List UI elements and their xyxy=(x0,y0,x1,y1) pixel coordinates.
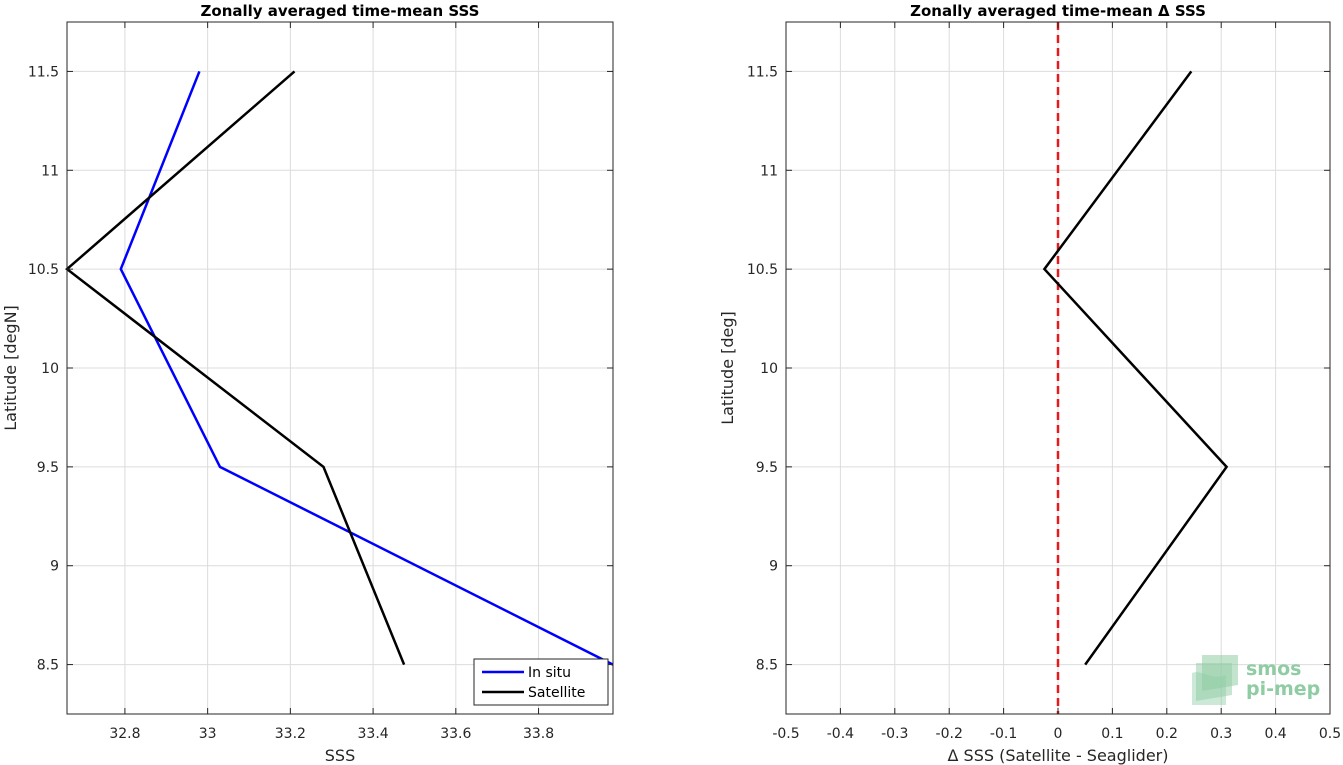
chart-0-legend-label-0: In situ xyxy=(528,665,571,681)
chart-0-series-line-0 xyxy=(119,70,614,666)
chart-0-x-tick-label-2: 33.2 xyxy=(275,726,306,742)
chart-1-x-tick-label-10: 0.5 xyxy=(1319,726,1341,742)
chart-1-x-axis-label: Δ SSS (Satellite - Seaglider) xyxy=(948,746,1169,765)
chart-1-y-tick-label-6: 11.5 xyxy=(747,64,778,80)
chart-1-x-tick-label-8: 0.3 xyxy=(1210,726,1232,742)
chart-1-y-tick-label-3: 10 xyxy=(760,361,778,377)
smos-pi-mep-logo: smos pi-mep xyxy=(1192,655,1320,705)
logo-line2: pi-mep xyxy=(1246,678,1320,700)
chart-0-series-line-1 xyxy=(65,70,406,666)
chart-0-x-tick-label-1: 33 xyxy=(199,726,217,742)
chart-1-title: Zonally averaged time-mean Δ SSS xyxy=(910,2,1206,20)
chart-0-x-tick-label-5: 33.8 xyxy=(523,726,554,742)
chart-1-y-tick-label-2: 9.5 xyxy=(756,460,778,476)
chart-0-y-tick-label-6: 11.5 xyxy=(28,64,59,80)
logo-line1: smos xyxy=(1246,658,1301,680)
chart-1-x-tick-label-6: 0.1 xyxy=(1101,726,1123,742)
chart-0-y-tick-label-1: 9 xyxy=(50,559,59,575)
chart-1-x-tick-label-1: -0.4 xyxy=(827,726,854,742)
chart-0-x-tick-label-3: 33.4 xyxy=(358,726,389,742)
right-chart-panel: -0.5 -0.4 -0.3 -0.2 -0.1 0 0.1 0.2 0.3 0.4 0.5 8.5 9… xyxy=(718,2,1341,765)
chart-0-legend: In situ Satellite xyxy=(473,658,609,706)
chart-0-y-axis-label: Latitude [degN] xyxy=(1,305,20,431)
chart-1-x-tick-label-7: 0.2 xyxy=(1156,726,1178,742)
chart-1-y-tick-label-0: 8.5 xyxy=(756,658,778,674)
chart-0-legend-label-1: Satellite xyxy=(528,685,585,701)
chart-0-y-tick-label-2: 9.5 xyxy=(37,460,59,476)
chart-1-y-tick-label-1: 9 xyxy=(769,559,778,575)
chart-0-legend-box xyxy=(473,658,609,706)
chart-0-x-axis-label: SSS xyxy=(325,746,355,765)
chart-1-x-tick-label-4: -0.1 xyxy=(990,726,1017,742)
chart-1-y-tick-label-4: 10.5 xyxy=(747,262,778,278)
chart-0-x-tick-label-0: 32.8 xyxy=(109,726,140,742)
chart-1-series-line-0 xyxy=(1042,70,1229,666)
chart-0-y-tick-label-4: 10.5 xyxy=(28,262,59,278)
chart-1-x-tick-label-0: -0.5 xyxy=(772,726,799,742)
chart-1-x-tick-label-9: 0.4 xyxy=(1264,726,1286,742)
left-chart-panel: 32.8 33 33.2 33.4 33.6 33.8 8.5 9 9.5 10 10.5 11 11.… xyxy=(1,2,614,765)
chart-1-x-tick-label-5: 0 xyxy=(1054,726,1063,742)
chart-0-y-tick-label-0: 8.5 xyxy=(37,658,59,674)
chart-1-x-tick-label-3: -0.2 xyxy=(936,726,963,742)
chart-0-title: Zonally averaged time-mean SSS xyxy=(201,2,480,20)
chart-1-y-tick-label-5: 11 xyxy=(760,163,778,179)
chart-0-y-tick-label-3: 10 xyxy=(41,361,59,377)
chart-0-y-tick-label-5: 11 xyxy=(41,163,59,179)
chart-1-y-axis-label: Latitude [deg] xyxy=(718,311,737,425)
chart-0-x-tick-label-4: 33.6 xyxy=(440,726,471,742)
chart-1-x-tick-label-2: -0.3 xyxy=(881,726,908,742)
